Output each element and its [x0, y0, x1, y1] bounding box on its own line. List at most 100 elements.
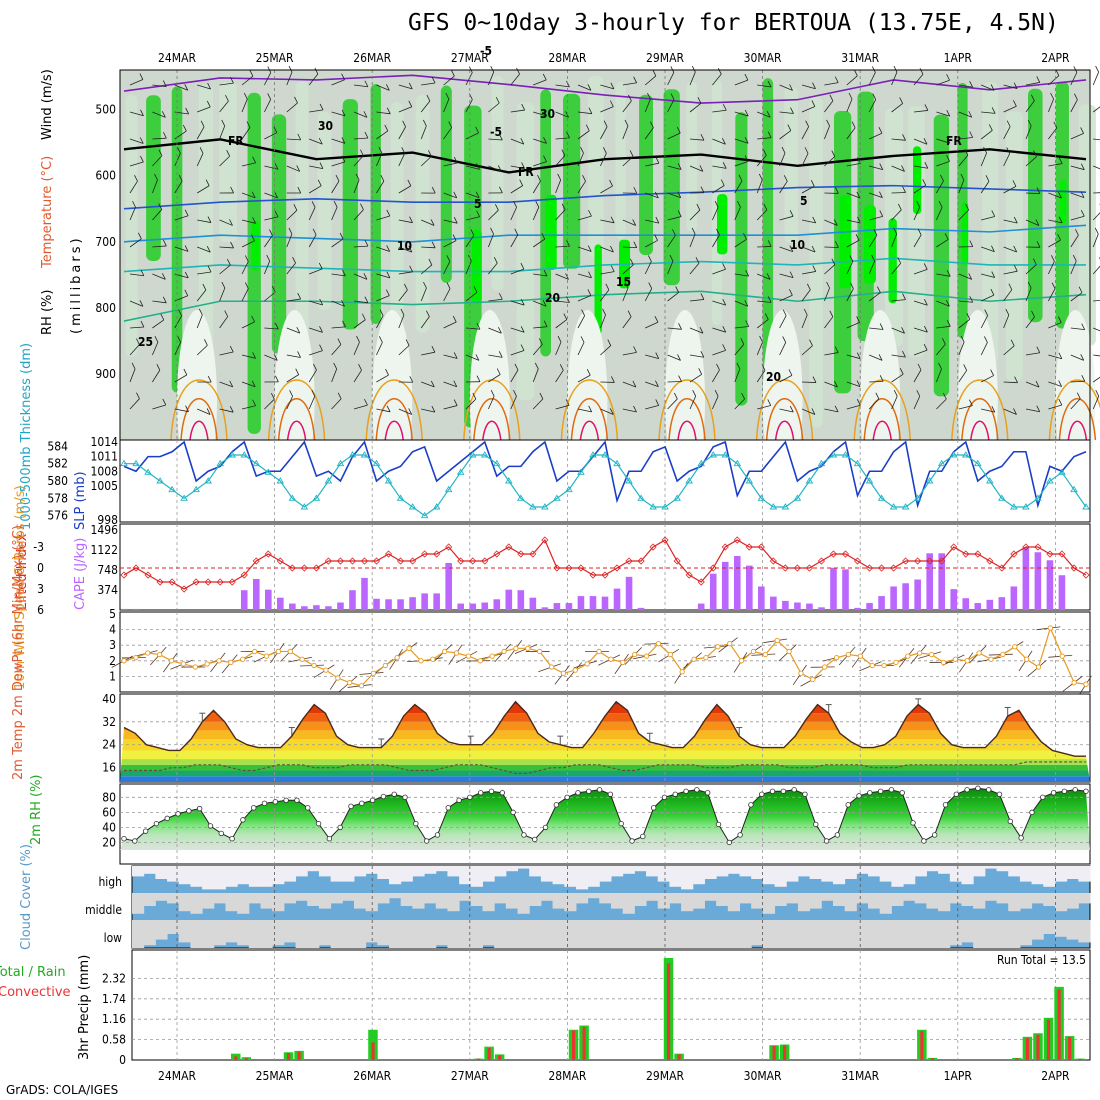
barb-flag	[767, 296, 772, 303]
barb	[331, 238, 344, 248]
barb	[600, 185, 613, 194]
barb	[219, 351, 234, 356]
barb	[1003, 186, 1017, 194]
barb-flag	[1036, 405, 1041, 412]
precip-convective-bar	[1036, 1034, 1040, 1060]
barb	[264, 327, 279, 330]
barb-flag	[605, 283, 610, 291]
barb-flag	[319, 162, 324, 169]
rh2m-marker	[564, 794, 570, 800]
thickness-marker	[649, 503, 657, 510]
barb-flag	[917, 363, 922, 371]
lifted-index-marker	[1082, 571, 1090, 579]
barb	[689, 102, 702, 113]
barb	[465, 216, 480, 221]
barb	[129, 368, 136, 383]
cape-bar	[565, 603, 573, 610]
isotherm-25	[170, 379, 228, 441]
cloud-clear-block	[914, 893, 927, 904]
isotherm-30	[765, 398, 804, 441]
barb	[264, 398, 275, 410]
barb	[264, 216, 279, 221]
barb-flag	[856, 316, 860, 323]
barb-flag	[872, 93, 877, 100]
cloud-clear-block	[377, 920, 390, 946]
barb-flag	[496, 368, 501, 375]
barb-flag	[902, 350, 906, 358]
cloud-clear-block	[727, 920, 741, 948]
barb	[152, 341, 159, 356]
cape-bar	[818, 607, 825, 610]
barb-flag	[610, 82, 615, 90]
barb-flag	[1005, 308, 1010, 316]
barb-flag	[853, 69, 858, 76]
barb-flag	[966, 313, 971, 320]
cloud-clear-block	[155, 920, 168, 940]
cloud-clear-block	[470, 920, 483, 948]
barb	[510, 396, 517, 410]
barb-flag	[202, 283, 207, 291]
barb	[734, 138, 749, 144]
wind10m-marker	[596, 648, 602, 655]
cloud-clear-block	[552, 893, 565, 909]
barb-flag	[1051, 282, 1056, 289]
cloud-clear-block	[1078, 893, 1091, 904]
barb-flag	[244, 282, 249, 289]
barb	[824, 82, 839, 86]
cloud-clear-block	[505, 866, 519, 872]
barb	[443, 381, 457, 388]
barb-flag	[288, 65, 293, 73]
lifted-index-marker	[950, 543, 958, 551]
temp2m-band	[120, 759, 1090, 765]
barb	[712, 73, 722, 86]
barb	[241, 261, 249, 275]
barb-flag	[206, 100, 211, 108]
cloud-clear-block	[202, 893, 215, 909]
wind10m-marker	[382, 662, 388, 669]
precip-convective-bar	[498, 1055, 502, 1060]
cloud-clear-block	[657, 920, 670, 948]
barb-flag	[1081, 374, 1086, 382]
barb-flag	[946, 270, 951, 277]
barb-flag	[1013, 82, 1018, 89]
lifted-index-marker	[661, 536, 669, 544]
thickness-marker	[841, 451, 850, 458]
barb-flag	[676, 126, 681, 134]
barb-flag	[1014, 376, 1018, 383]
barb	[1070, 133, 1084, 140]
tick-label: 5	[109, 607, 116, 621]
barb-flag	[162, 398, 167, 406]
barb-flag	[922, 179, 927, 186]
tick-label: 0	[119, 1053, 126, 1067]
rh-band	[587, 75, 604, 257]
wind10m-marker	[608, 656, 614, 662]
barb-flag	[252, 399, 256, 406]
barb-flag	[587, 289, 592, 296]
barb-flag	[633, 346, 637, 353]
cloud-clear-block	[786, 866, 799, 882]
cloud-clear-block	[447, 893, 460, 912]
barb	[600, 345, 612, 356]
barb	[667, 292, 679, 302]
cape-bar	[794, 602, 801, 610]
barb	[913, 110, 928, 113]
cloud-clear-block	[318, 893, 332, 909]
barb-flag	[810, 180, 815, 187]
thickness-marker	[877, 494, 886, 501]
tick-label: 4	[109, 623, 116, 637]
isotherm-30	[668, 398, 706, 441]
barb-flag	[430, 219, 435, 226]
barb	[600, 84, 614, 90]
barb	[443, 321, 457, 329]
barb	[577, 111, 592, 115]
isotherm-25	[755, 379, 814, 441]
barb-flag	[431, 76, 436, 84]
barb-flag	[812, 82, 816, 89]
thickness-marker	[288, 494, 297, 501]
rh2m-marker	[218, 830, 224, 837]
barb	[622, 351, 637, 356]
barb	[891, 263, 902, 275]
barb	[936, 325, 951, 329]
barb	[264, 72, 272, 86]
isotherm-30	[180, 398, 218, 441]
